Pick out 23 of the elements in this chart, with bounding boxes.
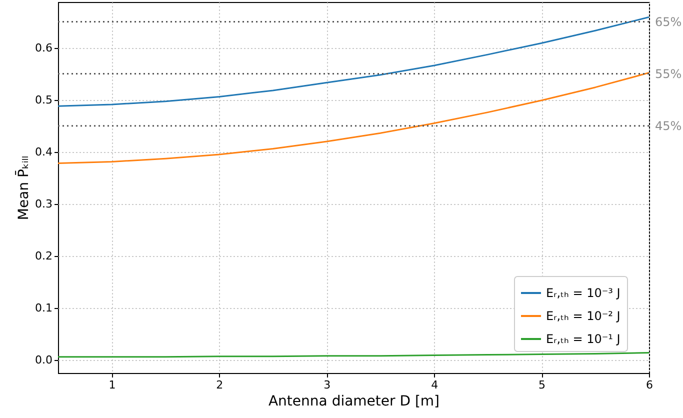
- x-axis-title: Antenna diameter D [m]: [268, 394, 440, 410]
- y-tick-label: 0.5: [35, 93, 52, 106]
- line-series: [58, 16, 649, 107]
- y-tick-label: 0.6: [35, 41, 52, 54]
- y-axis-title: Mean P̄ₖᵢₗₗ: [14, 156, 32, 220]
- y-tick-label: 0.0: [35, 353, 52, 366]
- y-tick-label: 0.1: [35, 301, 52, 314]
- y-tick-label: 0.4: [35, 145, 52, 158]
- legend-label: Eᵣ,ₜₕ = 10⁻³ J: [546, 286, 620, 300]
- line-series: [58, 72, 649, 164]
- x-tick-label: 5: [538, 378, 546, 392]
- x-tick-label: 4: [431, 378, 438, 392]
- x-tick-label: 3: [324, 378, 331, 392]
- y-tick-label: 0.3: [35, 197, 52, 210]
- x-tick-label: 1: [108, 378, 116, 392]
- ref-line-label: 55%: [655, 66, 682, 81]
- x-tick-label: 6: [646, 378, 653, 392]
- y-tick-label: 0.2: [35, 249, 52, 262]
- ref-line-label: 45%: [655, 118, 682, 133]
- legend-label: Eᵣ,ₜₕ = 10⁻¹ J: [546, 332, 620, 346]
- x-tick-label: 2: [216, 378, 224, 392]
- legend-label: Eᵣ,ₜₕ = 10⁻² J: [546, 309, 620, 323]
- ref-line-label: 65%: [655, 14, 682, 29]
